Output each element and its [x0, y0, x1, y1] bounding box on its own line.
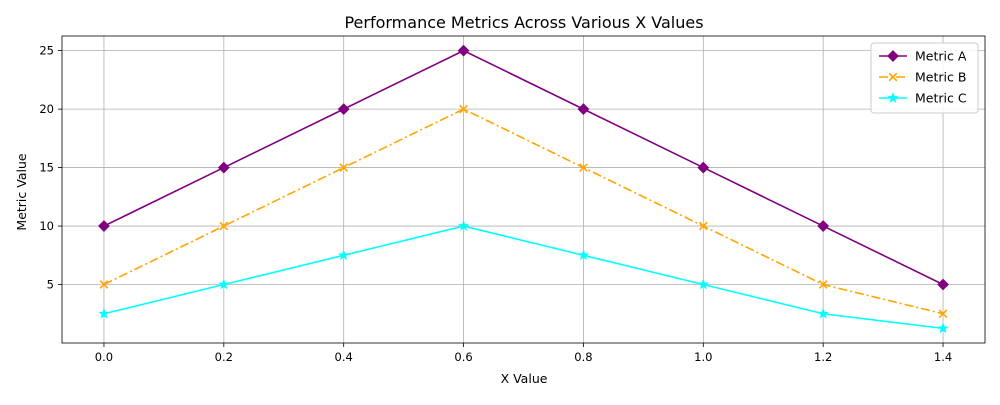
data-point-marker: [698, 221, 708, 231]
data-point-marker: [338, 249, 350, 261]
x-tick-label: 1.0: [694, 350, 712, 364]
data-point-marker: [818, 280, 828, 289]
data-point-marker: [817, 220, 830, 232]
y-tick-label: 20: [39, 102, 54, 116]
data-point-marker: [219, 221, 229, 231]
data-point-marker: [817, 307, 829, 319]
legend-marker-swatch: [887, 50, 899, 62]
x-tick-label: 0.6: [454, 350, 472, 364]
x-axis-label: X Value: [501, 371, 548, 386]
x-tick-label: 0.0: [95, 350, 113, 364]
data-point-marker: [99, 280, 109, 289]
series-metric-c: [98, 220, 949, 334]
series-lines: [98, 44, 949, 334]
x-tick-label: 0.4: [335, 350, 353, 364]
data-point-marker: [938, 309, 948, 319]
legend-entry: Metric C: [879, 91, 967, 106]
chart-title: Performance Metrics Across Various X Val…: [344, 13, 703, 32]
data-point-marker: [457, 220, 470, 231]
legend-label: Metric C: [915, 91, 967, 106]
y-tick-label: 25: [39, 44, 54, 58]
data-point-marker: [577, 103, 590, 116]
data-point-marker: [937, 322, 949, 334]
x-tick-label: 1.2: [814, 350, 832, 364]
data-point-marker: [577, 249, 590, 261]
data-point-marker: [337, 103, 350, 116]
series-line: [103, 108, 944, 315]
data-point-marker: [697, 161, 710, 174]
legend-label: Metric B: [915, 70, 966, 85]
legend-entry: Metric B: [879, 70, 966, 85]
data-point-marker: [218, 278, 230, 290]
series-line: [103, 49, 944, 286]
series-metric-b: [99, 104, 948, 319]
y-tick-label: 10: [39, 219, 54, 233]
data-point-marker: [697, 278, 709, 290]
data-point-marker: [459, 104, 468, 114]
legend-entry: Metric A: [879, 49, 967, 64]
y-tick-label: 5: [47, 278, 54, 292]
data-point-marker: [98, 220, 110, 232]
x-tick-label: 0.8: [574, 350, 592, 364]
x-tick-label: 1.4: [934, 350, 952, 364]
data-point-marker: [579, 163, 588, 172]
data-point-marker: [457, 44, 470, 57]
y-tick-label: 15: [39, 161, 54, 175]
legend-marker-swatch: [887, 92, 899, 103]
legend-label: Metric A: [915, 49, 967, 64]
y-axis-label: Metric Value: [14, 153, 29, 230]
gridlines: [62, 36, 985, 343]
axes: [58, 35, 986, 347]
plot-frame: [61, 35, 986, 344]
series-line: [103, 225, 944, 330]
data-point-marker: [217, 161, 230, 174]
data-point-marker: [98, 307, 110, 319]
legend-box: [870, 42, 979, 114]
data-point-marker: [339, 163, 349, 172]
series-metric-a: [98, 44, 949, 291]
legend-marker-swatch: [888, 72, 898, 82]
x-tick-label: 0.2: [215, 350, 233, 364]
tick-labels: 0.0 0.2 0.4 0.6 0.8 1.0 1.2 1.4 5 10 15 20 25: [39, 44, 952, 364]
data-point-marker: [937, 278, 949, 291]
legend: Metric A Metric B Metric C: [870, 42, 979, 114]
